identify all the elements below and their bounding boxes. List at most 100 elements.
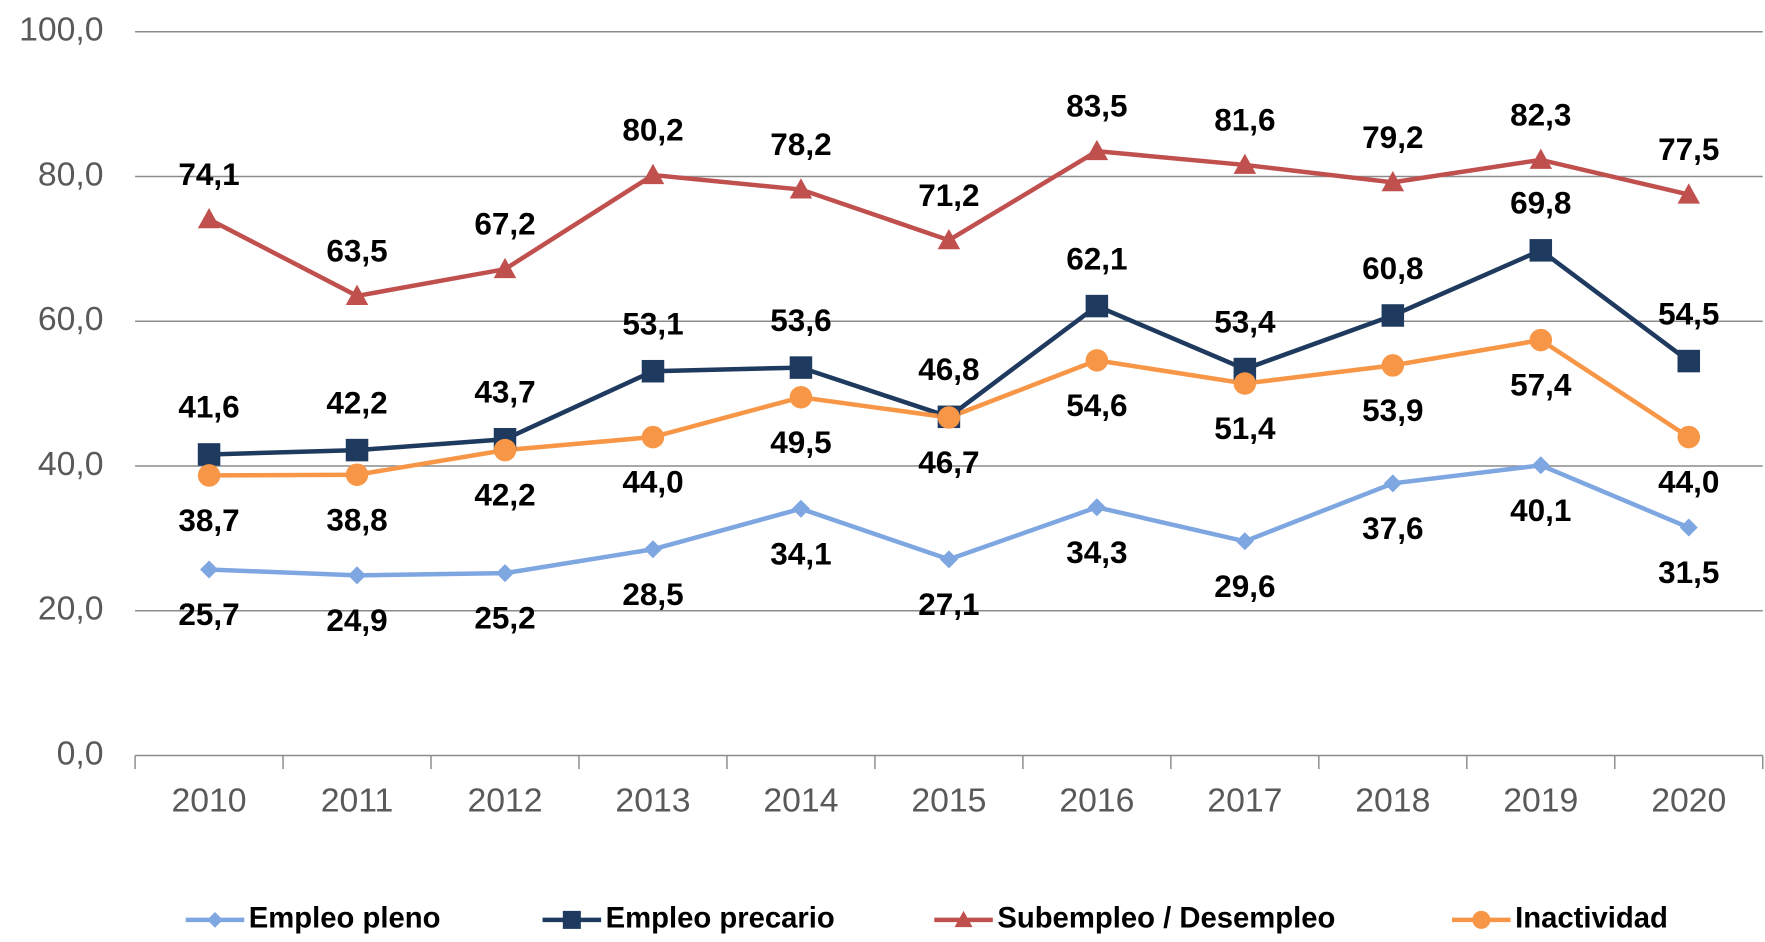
data-label: 82,3 bbox=[1510, 96, 1571, 132]
marker bbox=[1085, 294, 1109, 318]
marker bbox=[937, 228, 961, 250]
marker bbox=[789, 178, 813, 199]
legend-label: Empleo precario bbox=[606, 903, 835, 935]
marker bbox=[1085, 349, 1109, 372]
marker bbox=[641, 359, 665, 383]
marker bbox=[1679, 518, 1698, 537]
data-label: 83,5 bbox=[1066, 88, 1127, 124]
data-label: 31,5 bbox=[1658, 554, 1719, 590]
data-label: 63,5 bbox=[326, 232, 387, 268]
marker bbox=[197, 207, 221, 229]
data-label: 24,9 bbox=[326, 602, 387, 638]
x-tick-label: 2013 bbox=[615, 782, 690, 820]
marker bbox=[1472, 910, 1491, 929]
marker bbox=[1531, 456, 1550, 475]
marker bbox=[1383, 474, 1402, 493]
marker bbox=[789, 356, 813, 379]
marker bbox=[345, 438, 369, 462]
data-label: 40,1 bbox=[1510, 492, 1571, 528]
marker bbox=[1381, 171, 1405, 192]
data-label: 27,1 bbox=[918, 586, 979, 622]
data-label: 53,1 bbox=[622, 306, 683, 342]
marker bbox=[937, 406, 961, 429]
data-label: 41,6 bbox=[178, 389, 239, 425]
data-label: 38,7 bbox=[178, 502, 239, 538]
data-label: 62,1 bbox=[1066, 240, 1127, 276]
data-label: 49,5 bbox=[770, 424, 831, 460]
x-tick-label: 2019 bbox=[1503, 782, 1578, 820]
x-tick-label: 2011 bbox=[321, 782, 394, 820]
data-label: 44,0 bbox=[622, 464, 683, 500]
marker bbox=[348, 566, 367, 585]
data-label: 42,2 bbox=[474, 477, 535, 513]
data-label: 46,8 bbox=[918, 351, 979, 387]
marker bbox=[1235, 532, 1254, 551]
marker bbox=[345, 463, 369, 486]
data-label: 38,8 bbox=[326, 501, 387, 537]
data-label: 71,2 bbox=[918, 177, 979, 213]
marker bbox=[345, 284, 369, 305]
legend-label: Empleo pleno bbox=[249, 903, 441, 935]
x-tick-label: 2020 bbox=[1651, 782, 1726, 820]
marker bbox=[495, 564, 515, 583]
data-label: 74,1 bbox=[178, 156, 239, 192]
marker bbox=[641, 425, 665, 449]
x-tick-label: 2017 bbox=[1207, 782, 1282, 820]
y-tick-label: 0,0 bbox=[57, 734, 104, 772]
data-label: 25,7 bbox=[178, 596, 239, 632]
data-label: 53,4 bbox=[1214, 303, 1276, 339]
x-tick-label: 2010 bbox=[172, 782, 247, 820]
data-label: 60,8 bbox=[1362, 250, 1423, 286]
data-label: 81,6 bbox=[1214, 101, 1275, 137]
data-label: 54,5 bbox=[1658, 295, 1719, 331]
y-tick-label: 60,0 bbox=[38, 300, 104, 338]
x-tick-label: 2014 bbox=[763, 782, 838, 820]
marker bbox=[1529, 239, 1553, 262]
x-tick-label: 2012 bbox=[467, 782, 542, 820]
data-label: 79,2 bbox=[1362, 119, 1423, 155]
marker bbox=[954, 910, 973, 928]
data-label: 69,8 bbox=[1510, 185, 1571, 221]
marker bbox=[1381, 354, 1405, 377]
marker bbox=[562, 910, 581, 929]
x-tick-label: 2016 bbox=[1059, 782, 1134, 820]
data-label: 25,2 bbox=[474, 600, 535, 636]
data-label: 51,4 bbox=[1214, 410, 1276, 446]
marker bbox=[1087, 498, 1106, 517]
marker bbox=[493, 438, 517, 462]
marker bbox=[207, 912, 223, 928]
marker bbox=[1529, 328, 1553, 352]
data-label: 29,6 bbox=[1214, 568, 1275, 604]
x-tick-label: 2018 bbox=[1355, 782, 1430, 820]
data-label: 80,2 bbox=[622, 112, 683, 148]
y-tick-label: 20,0 bbox=[38, 590, 104, 628]
data-label: 28,5 bbox=[622, 576, 683, 612]
marker bbox=[791, 499, 810, 518]
data-label: 44,0 bbox=[1658, 464, 1719, 500]
marker bbox=[197, 443, 221, 466]
marker bbox=[493, 257, 517, 279]
y-tick-label: 80,0 bbox=[38, 155, 104, 193]
data-label: 77,5 bbox=[1658, 131, 1719, 167]
data-label: 43,7 bbox=[474, 374, 535, 410]
marker bbox=[1529, 148, 1553, 169]
marker bbox=[1085, 139, 1109, 161]
marker bbox=[1233, 372, 1257, 395]
marker bbox=[643, 540, 662, 559]
data-label: 78,2 bbox=[770, 126, 831, 162]
data-label: 42,2 bbox=[326, 384, 387, 420]
marker bbox=[1677, 183, 1701, 204]
data-label: 54,6 bbox=[1066, 387, 1127, 423]
marker bbox=[1233, 153, 1257, 174]
marker bbox=[1677, 425, 1701, 449]
x-tick-label: 2015 bbox=[911, 782, 986, 820]
y-tick-label: 100,0 bbox=[19, 11, 103, 49]
legend-label: Subempleo / Desempleo bbox=[997, 903, 1335, 935]
data-label: 46,7 bbox=[918, 444, 979, 480]
data-label: 57,4 bbox=[1510, 367, 1572, 403]
data-label: 67,2 bbox=[474, 206, 535, 242]
marker bbox=[789, 386, 813, 409]
marker bbox=[200, 560, 219, 579]
data-label: 34,1 bbox=[770, 535, 831, 571]
